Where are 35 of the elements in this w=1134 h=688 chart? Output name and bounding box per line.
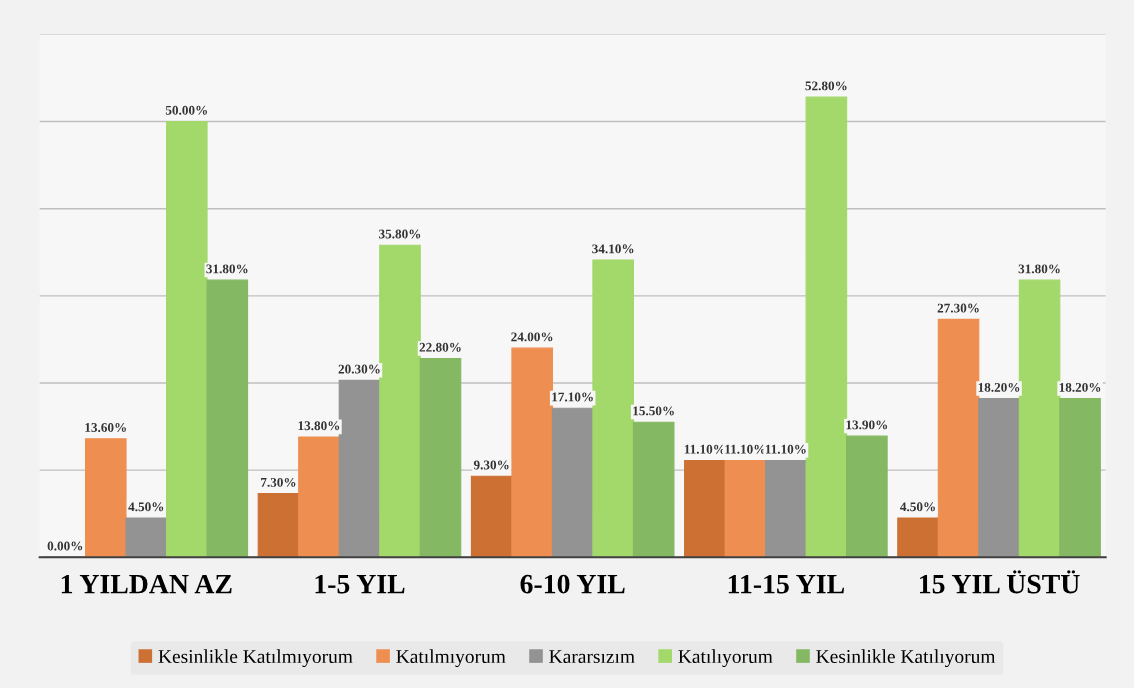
data-label: 22.80% (419, 342, 461, 352)
data-label: 20.30% (338, 364, 380, 374)
legend-label: Katılıyorum (678, 649, 773, 668)
data-label: 0.00% (47, 541, 83, 551)
data-label: 7.30% (261, 477, 296, 487)
data-label: 50.00% (165, 105, 207, 115)
x-tick-label: 11-15 YIL (728, 574, 844, 594)
data-label: 34.10% (592, 244, 634, 254)
data-label: 31.80% (1018, 264, 1060, 274)
data-label: 24.00% (511, 332, 553, 342)
data-label: 31.80% (206, 264, 248, 274)
x-tick-label: 1 YILDAN AZ (61, 574, 232, 594)
data-label: 17.10% (552, 392, 593, 402)
data-label: 9.30% (473, 460, 509, 470)
data-label: 11.10% (725, 444, 766, 454)
data-label: 4.50% (128, 502, 164, 512)
legend-label: Kararsızım (549, 650, 635, 664)
data-label: 52.80% (805, 81, 847, 91)
legend-label: Kesinlikle Katılmıyorum (158, 649, 353, 668)
legend-label: Kesinlikle Katılıyorum (816, 649, 996, 668)
data-label: 35.80% (379, 229, 421, 239)
data-label: 15.50% (633, 406, 674, 416)
data-label: 11.10% (765, 444, 806, 454)
x-tick-label: 15 YIL ÜSTÜ (919, 570, 1080, 594)
data-label: 18.20% (978, 382, 1020, 392)
x-tick-label: 1-5 YIL (315, 574, 405, 594)
data-label: 13.90% (846, 420, 888, 430)
legend-label: Katılmıyorum (396, 649, 506, 668)
data-label: 18.20% (1059, 382, 1101, 392)
data-label: 11.10% (684, 444, 725, 454)
data-label: 4.50% (900, 502, 935, 512)
data-label: 13.60% (85, 423, 126, 432)
data-label: 27.30% (937, 303, 979, 313)
data-label: 13.80% (298, 421, 340, 431)
x-tick-label: 6-10 YIL (520, 574, 625, 594)
